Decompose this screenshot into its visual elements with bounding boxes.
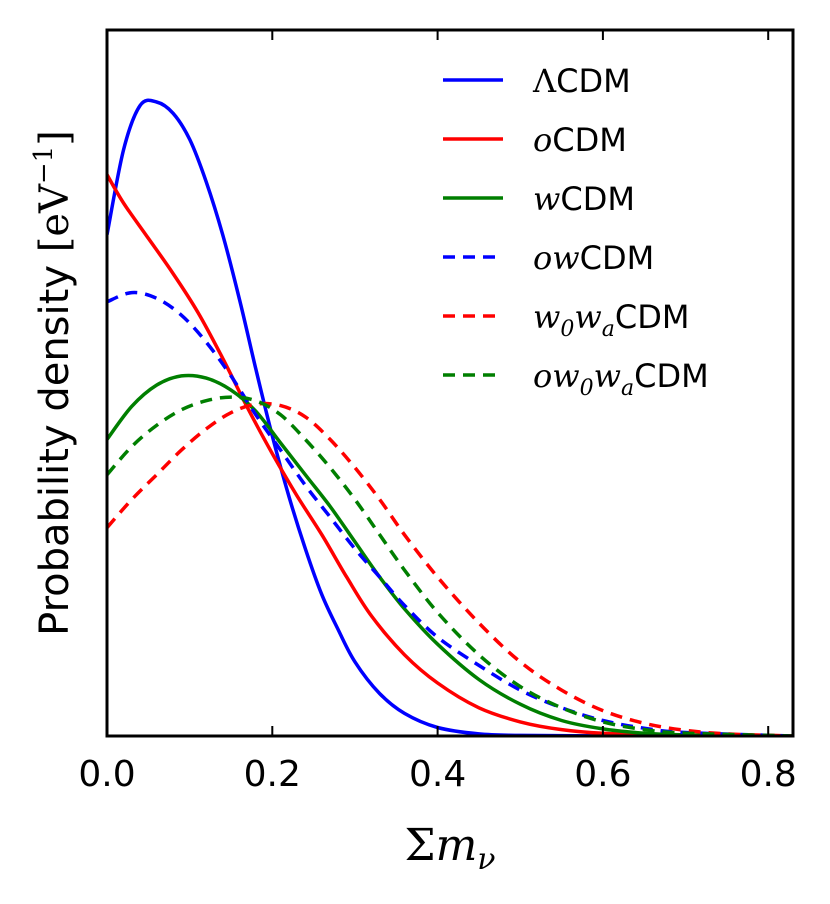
- series-layer: [107, 98, 793, 736]
- x-tick-label-2: 0.4: [409, 754, 466, 795]
- legend-label-3: owCDM: [533, 239, 654, 277]
- legend-label-0: ΛCDM: [532, 62, 631, 100]
- x-tick-label-1: 0.2: [244, 754, 301, 795]
- legend-label-4: w0waCDM: [533, 298, 690, 342]
- legend-label-2: wCDM: [533, 180, 635, 218]
- series-line-4: [107, 401, 793, 736]
- plot-frame: [105, 28, 795, 738]
- series-line-5: [107, 395, 793, 736]
- x-ticks: 0.0 0.2 0.4 0.6 0.8: [78, 30, 797, 795]
- y-axis-label: Probability density [eV−1]: [29, 130, 78, 636]
- x-axis-label: Σmν: [404, 820, 495, 877]
- legend-label-5: ow0waCDM: [533, 357, 709, 401]
- x-tick-label-0: 0.0: [78, 754, 135, 795]
- series-line-1: [107, 173, 793, 736]
- legend: ΛCDM oCDM wCDM owCDM w0waCDM ow0waCDM: [443, 62, 709, 401]
- series-line-3: [107, 290, 793, 736]
- series-line-0: [107, 98, 793, 736]
- series-line-2: [107, 373, 793, 736]
- x-tick-label-4: 0.8: [740, 754, 797, 795]
- x-tick-label-3: 0.6: [574, 754, 631, 795]
- legend-label-1: oCDM: [533, 121, 627, 159]
